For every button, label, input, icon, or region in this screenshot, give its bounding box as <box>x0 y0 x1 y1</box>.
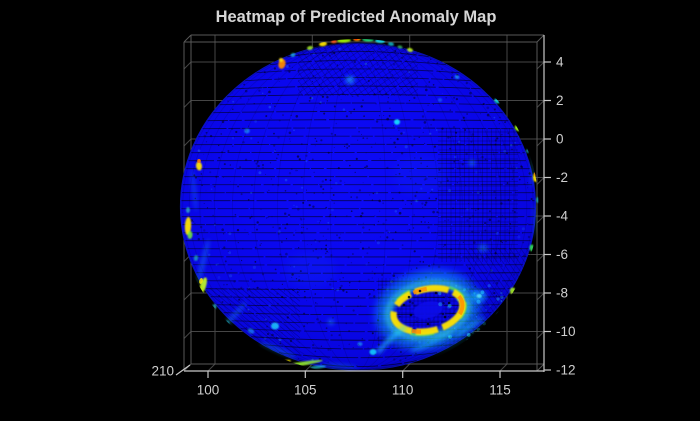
z-tick-label: -8 <box>556 286 568 301</box>
anomaly-spot <box>476 294 482 298</box>
anomaly-spot <box>279 58 283 62</box>
anomaly-spot <box>322 363 358 369</box>
anomaly-spot <box>392 155 448 195</box>
axis-labels: 4 2 0 -2 -4 -6 -8 -10 -12 100 105 110 115 <box>197 55 576 398</box>
anomaly-spot <box>536 197 539 203</box>
anomaly-spot <box>532 204 538 240</box>
anomaly-spot <box>388 42 394 46</box>
axis-rulers <box>175 35 551 378</box>
anomaly-spot <box>397 45 403 49</box>
anomaly-spot <box>454 74 460 80</box>
anomaly-spot <box>244 128 250 134</box>
y-tick-label: 210 <box>151 364 174 379</box>
anomaly-spot <box>353 39 361 41</box>
anomaly-spot <box>369 349 377 355</box>
anomaly-spot <box>319 41 327 47</box>
ring-anomaly <box>375 270 481 350</box>
anomaly-spot <box>525 149 531 153</box>
anomaly-spot <box>186 207 190 213</box>
anomaly-spot <box>193 255 199 261</box>
anomaly-spot <box>354 39 358 40</box>
anomaly-spot <box>407 47 413 53</box>
anomaly-spot <box>259 342 297 358</box>
x-tick-label: 115 <box>489 383 511 398</box>
anomaly-spot <box>284 252 336 288</box>
anomaly-spot <box>478 244 488 252</box>
plot-title: Heatmap of Predicted Anomaly Map <box>216 8 497 26</box>
anomaly-spot <box>375 39 385 44</box>
anomaly-spot <box>518 122 522 126</box>
anomaly-spot <box>184 217 192 235</box>
z-tick-label: 2 <box>556 93 564 108</box>
x-tick-label: 110 <box>392 383 414 398</box>
anomaly-spot <box>310 365 326 369</box>
anomaly-spot <box>307 45 313 51</box>
anomaly-spot <box>290 52 296 58</box>
z-tick-label: 0 <box>556 132 564 147</box>
anomaly-spot <box>362 39 374 42</box>
z-tick-label: -6 <box>556 247 568 262</box>
anomaly-spot <box>196 238 210 286</box>
z-tick-label: -2 <box>556 170 568 185</box>
anomaly-spot <box>195 161 203 171</box>
z-tick-label: -4 <box>556 209 568 224</box>
x-tick-label: 100 <box>197 383 220 398</box>
anomaly-spot <box>468 160 476 166</box>
anomaly-spot <box>331 39 337 44</box>
anomaly-spot <box>271 322 279 330</box>
z-tick-label: -10 <box>556 324 576 339</box>
anomaly-spot <box>345 76 355 84</box>
anomaly-spot <box>327 319 335 325</box>
anomaly-spot <box>190 168 198 212</box>
anomaly-spot <box>496 311 504 319</box>
anomaly-spot <box>187 231 193 239</box>
anomaly-spot <box>224 320 230 326</box>
anomaly-spot <box>199 278 203 284</box>
anomaly-spot <box>357 342 363 346</box>
z-tick-label: -12 <box>556 363 576 378</box>
z-tick-label: 4 <box>556 55 564 70</box>
anomaly-spot <box>247 328 255 334</box>
sphere-surface <box>179 39 539 371</box>
anomaly-spot <box>197 159 201 163</box>
anomaly-spot <box>394 119 400 125</box>
anomaly-spot <box>437 98 443 102</box>
x-tick-label: 105 <box>294 383 317 398</box>
